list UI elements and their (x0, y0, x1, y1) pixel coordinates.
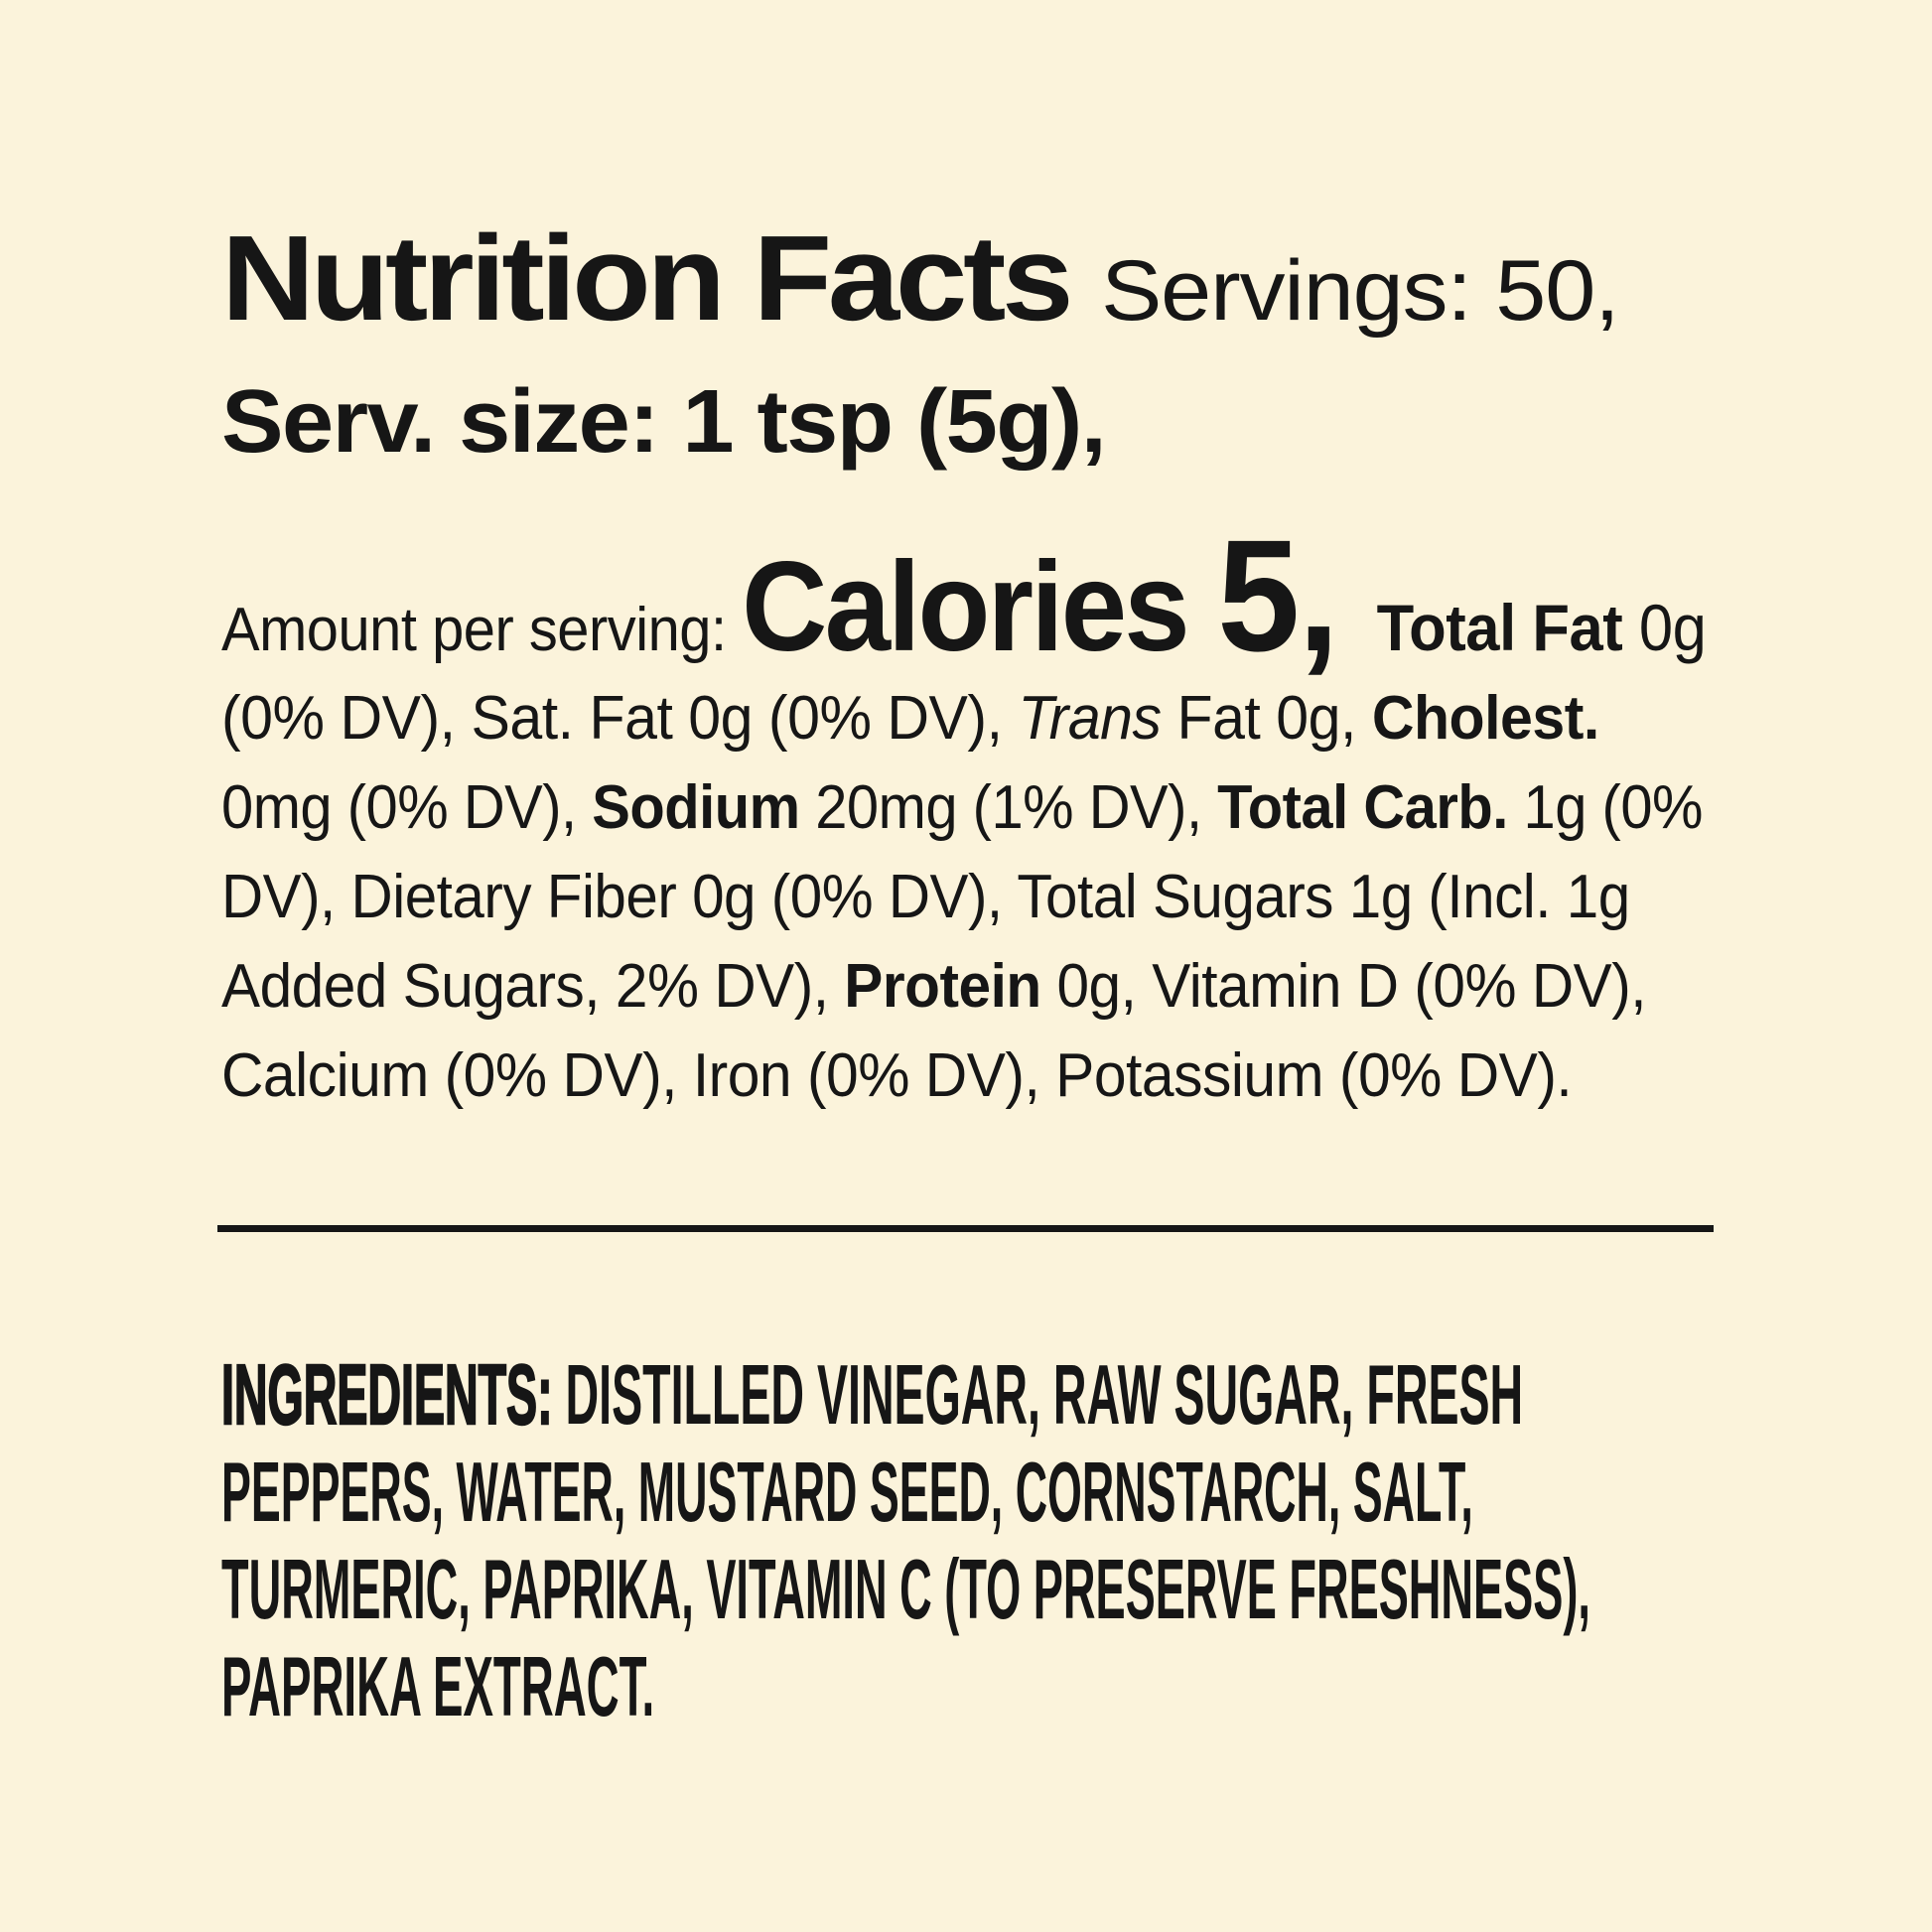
facts-line-calories: Amount per serving: Calories 5, Total Fa… (221, 516, 1707, 678)
text-segment: 1g (0% (1507, 773, 1703, 842)
text-segment: Serv. size: 1 tsp (5g), (221, 372, 1107, 472)
facts-line-2: (0% DV), Sat. Fat 0g (0% DV), Trans Fat … (221, 688, 1599, 750)
text-segment: 5, (1217, 506, 1377, 684)
text-segment: 0mg (0% DV), (221, 773, 593, 842)
serving-size-row: Serv. size: 1 tsp (5g), (221, 377, 1107, 467)
facts-line-5: Added Sugars, 2% DV), Protein 0g, Vitami… (221, 956, 1647, 1018)
text-segment: PEPPERS, WATER, MUSTARD SEED, CORNSTARCH… (221, 1446, 1473, 1540)
text-segment: Sodium (592, 773, 800, 842)
facts-line-4: DV), Dietary Fiber 0g (0% DV), Total Sug… (221, 867, 1630, 928)
text-segment: Cholest. (1371, 684, 1600, 753)
text-segment: Total Carb. (1217, 773, 1508, 842)
facts-line-6: Calcium (0% DV), Iron (0% DV), Potassium… (221, 1045, 1573, 1107)
text-segment: 20mg (1% DV), (799, 773, 1218, 842)
text-segment: TURMERIC, PAPRIKA, VITAMIN C (TO PRESERV… (221, 1543, 1590, 1637)
text-segment: Nutrition Facts (221, 210, 1102, 345)
text-segment: INGREDIENTS: (220, 1348, 566, 1443)
ingredients-line-2: PEPPERS, WATER, MUSTARD SEED, CORNSTARCH… (221, 1450, 1473, 1535)
text-segment: Calories (742, 536, 1218, 678)
text-segment: Amount per serving: (221, 596, 743, 664)
text-segment: Servings: 50, (1101, 243, 1620, 339)
text-segment: (0% DV), Sat. Fat 0g (0% DV), (221, 684, 1019, 753)
text-segment: Protein (844, 952, 1041, 1021)
text-segment: Added Sugars, 2% DV), (221, 952, 845, 1021)
ingredients-line-4: PAPRIKA EXTRACT. (221, 1645, 654, 1729)
text-segment: Total Fat (1376, 591, 1639, 664)
text-segment: Trans (1018, 684, 1162, 753)
text-segment: 0g, Vitamin D (0% DV), (1040, 952, 1647, 1021)
divider-rule (217, 1225, 1714, 1232)
text-segment: Calcium (0% DV), Iron (0% DV), Potassium… (221, 1041, 1573, 1110)
facts-line-3: 0mg (0% DV), Sodium 20mg (1% DV), Total … (221, 777, 1703, 839)
text-segment: DV), Dietary Fiber 0g (0% DV), Total Sug… (221, 863, 1630, 931)
text-segment: PAPRIKA EXTRACT. (221, 1640, 655, 1734)
text-segment: Fat 0g, (1161, 684, 1372, 753)
header-title-row: Nutrition Facts Servings: 50, (221, 217, 1620, 339)
ingredients-line-1: INGREDIENTS: DISTILLED VINEGAR, RAW SUGA… (220, 1352, 1523, 1440)
text-segment: DISTILLED VINEGAR, RAW SUGAR, FRESH (565, 1348, 1524, 1443)
ingredients-line-3: TURMERIC, PAPRIKA, VITAMIN C (TO PRESERV… (221, 1548, 1590, 1632)
text-segment: 0g (1638, 591, 1707, 664)
